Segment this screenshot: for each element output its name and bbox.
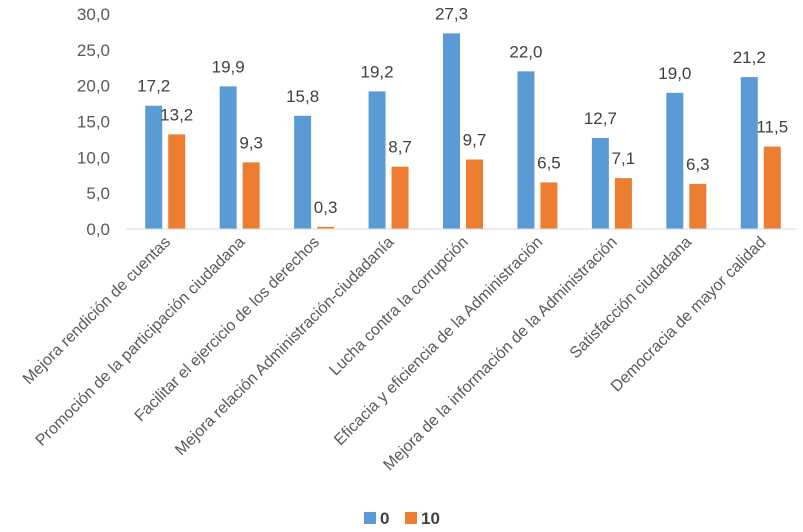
- bar-series-10: [168, 134, 186, 229]
- data-label: 19,2: [361, 62, 394, 81]
- data-label: 11,5: [756, 118, 788, 137]
- data-label: 8,7: [388, 138, 412, 157]
- data-label: 27,3: [435, 4, 468, 23]
- y-tick-label: 0,0: [86, 220, 110, 239]
- bar-series-10: [391, 166, 409, 229]
- data-label: 19,9: [212, 57, 245, 76]
- category-group: 19,9 9,3: [212, 57, 263, 229]
- x-tick-label: Democracia de mayor calidad: [608, 234, 770, 396]
- category-group: 27,3 9,7: [435, 4, 486, 229]
- y-tick-label: 10,0: [77, 148, 110, 167]
- bar-series-10: [763, 146, 781, 229]
- bar-series-10: [540, 182, 558, 229]
- category-group: 12,7 7,1: [584, 109, 635, 229]
- y-axis: 0,0 5,0 10,0 15,0 20,0 25,0 30,0: [77, 5, 110, 239]
- data-label: 21,2: [733, 48, 766, 67]
- category-group: 17,2 13,2: [137, 77, 193, 229]
- bar-series-0: [740, 77, 758, 229]
- legend-swatch: [364, 512, 376, 524]
- legend-label: 10: [421, 509, 440, 528]
- x-tick-label: Lucha contra la corrupción: [326, 234, 471, 379]
- bar-series-10: [689, 183, 707, 229]
- bar-series-0: [219, 86, 237, 229]
- bar-series-0: [443, 33, 460, 229]
- category-group: 22,0 6,5: [509, 42, 561, 229]
- data-label: 17,2: [137, 77, 170, 96]
- data-label: 19,0: [658, 64, 691, 83]
- y-tick-label: 20,0: [77, 77, 110, 96]
- data-label: 12,7: [584, 109, 617, 128]
- category-group: 15,8 0,3: [286, 87, 337, 229]
- legend-label: 0: [380, 509, 389, 528]
- y-tick-label: 25,0: [77, 41, 110, 60]
- y-tick-label: 5,0: [86, 184, 110, 203]
- data-label: 6,3: [686, 155, 710, 174]
- bar-series-0: [666, 92, 684, 229]
- y-tick-label: 30,0: [77, 5, 110, 24]
- bar-series-10: [614, 178, 632, 229]
- category-group: 21,2 11,5: [733, 48, 788, 229]
- data-label: 13,2: [160, 105, 193, 124]
- bar-series-0: [591, 137, 609, 229]
- bar-series-0: [145, 105, 163, 229]
- data-label: 15,8: [286, 87, 319, 106]
- bars: 17,2 13,2 19,9 9,3 15,8 0,3 19,2 8,7 27,3 9,7 22,0…: [137, 4, 788, 230]
- y-tick-label: 15,0: [77, 113, 110, 132]
- category-group: 19,2 8,7: [361, 62, 412, 230]
- category-group: 19,0 6,3: [658, 64, 710, 229]
- data-label: 7,1: [612, 149, 636, 168]
- data-label: 22,0: [509, 42, 542, 61]
- bar-series-10: [317, 226, 335, 229]
- bar-series-0: [517, 71, 535, 229]
- bar-series-10: [466, 159, 483, 229]
- data-label: 9,7: [463, 130, 487, 149]
- x-tick-label: Satisfacción ciudadana: [567, 234, 695, 362]
- legend: 0 10: [364, 509, 440, 528]
- legend-swatch: [405, 512, 417, 524]
- bar-series-0: [368, 91, 386, 230]
- bar-series-10: [242, 162, 260, 229]
- data-label: 6,5: [537, 153, 561, 172]
- data-label: 0,3: [314, 198, 338, 217]
- bar-series-0: [294, 115, 312, 229]
- data-label: 9,3: [239, 133, 263, 152]
- x-tick-label: Mejora rendición de cuentas: [20, 234, 174, 388]
